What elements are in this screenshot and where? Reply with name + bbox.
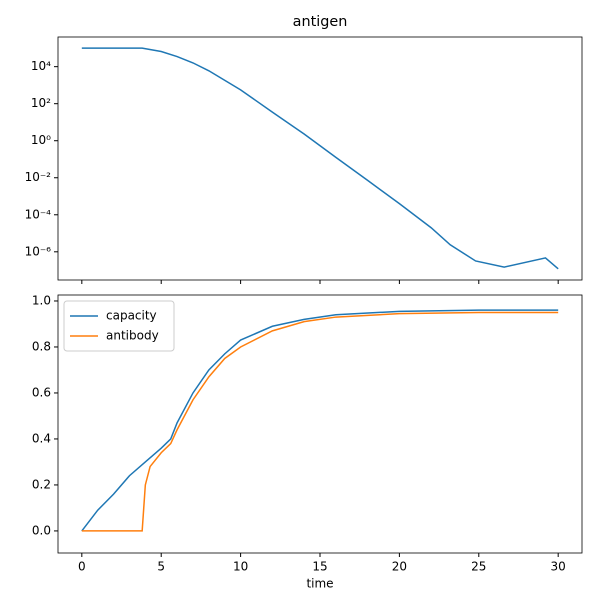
y-tick-label: 0.6 bbox=[32, 385, 51, 399]
x-tick-label: 5 bbox=[157, 560, 165, 574]
x-tick-label: 20 bbox=[392, 560, 407, 574]
y-tick-label: 1.0 bbox=[32, 293, 51, 307]
legend-box bbox=[63, 300, 175, 352]
x-tick-label: 0 bbox=[78, 560, 86, 574]
line bbox=[81, 311, 559, 532]
legend-label: capacity bbox=[106, 309, 157, 323]
x-tick-label: 10 bbox=[233, 560, 248, 574]
y-tick-label: 10⁴ bbox=[31, 59, 51, 73]
x-tick-label: 30 bbox=[551, 560, 566, 574]
y-tick-label: 0.2 bbox=[32, 477, 51, 491]
chart-title: antigen bbox=[293, 14, 348, 30]
y-tick-label: 10⁻⁴ bbox=[25, 207, 52, 221]
y-tick-label: 0.4 bbox=[32, 431, 51, 445]
y-tick-label: 0.8 bbox=[32, 339, 51, 353]
axes-frame bbox=[57, 294, 583, 554]
line bbox=[81, 309, 559, 532]
x-axis-label: time bbox=[306, 577, 333, 591]
legend-label: antibody bbox=[106, 329, 159, 343]
y-tick-label: 0.0 bbox=[32, 523, 51, 537]
y-tick-label: 10⁻² bbox=[25, 170, 52, 184]
y-tick-label: 10⁻⁶ bbox=[25, 244, 52, 258]
x-tick-label: 15 bbox=[312, 560, 327, 574]
y-tick-label: 10⁰ bbox=[31, 133, 51, 147]
axes-frame bbox=[57, 36, 583, 281]
line bbox=[81, 47, 559, 270]
y-tick-label: 10² bbox=[31, 96, 51, 110]
x-tick-label: 25 bbox=[471, 560, 486, 574]
